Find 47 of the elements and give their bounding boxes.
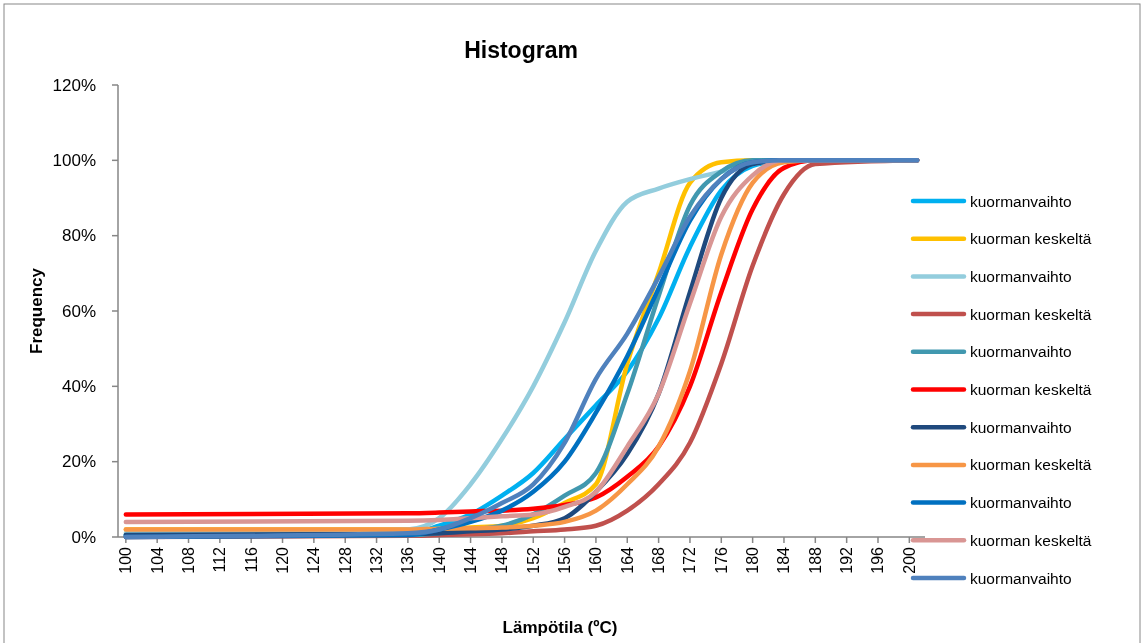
legend-label: kuormanvaihto <box>970 418 1072 436</box>
x-tick-label: 136 <box>399 546 417 574</box>
legend-label: kuormanvaihto <box>970 569 1072 587</box>
x-tick-label: 160 <box>587 546 605 574</box>
x-tick-label: 140 <box>430 546 448 574</box>
x-tick-label: 156 <box>556 546 574 574</box>
legend-label: kuorman keskeltä <box>970 531 1092 549</box>
x-tick-label: 184 <box>775 546 793 574</box>
x-tick-label: 124 <box>305 546 323 574</box>
legend-label: kuormanvaihto <box>970 343 1072 361</box>
x-tick-label: 192 <box>838 546 856 574</box>
x-tick-label: 100 <box>117 546 135 574</box>
x-tick-label: 172 <box>681 546 699 574</box>
x-axis-title: Lämpötila (ºC) <box>502 618 618 637</box>
x-tick-label: 108 <box>180 546 198 574</box>
y-tick-label: 0% <box>71 527 96 547</box>
x-tick-label: 200 <box>900 546 918 574</box>
x-tick-label: 180 <box>744 546 762 574</box>
y-tick-label: 20% <box>61 452 96 472</box>
legend-label: kuorman keskeltä <box>970 381 1092 398</box>
legend-label: kuorman keskeltä <box>970 305 1092 323</box>
x-tick-label: 132 <box>368 546 386 574</box>
y-tick-label: 120% <box>52 75 96 95</box>
y-tick-label: 80% <box>61 226 96 246</box>
legend-label: kuormanvaihto <box>970 267 1072 285</box>
legend-label: kuorman keskeltä <box>970 230 1092 248</box>
x-tick-label: 116 <box>242 546 260 573</box>
x-tick-label: 128 <box>336 546 354 574</box>
legend-label: kuormanvaihto <box>970 494 1072 512</box>
x-tick-label: 196 <box>869 546 887 574</box>
y-tick-label: 100% <box>52 150 96 170</box>
x-tick-label: 176 <box>712 546 730 574</box>
x-tick-label: 164 <box>618 546 636 574</box>
x-tick-label: 112 <box>211 546 229 573</box>
x-tick-label: 168 <box>650 546 668 574</box>
x-tick-label: 152 <box>524 546 542 574</box>
chart-title: Histogram <box>464 37 578 63</box>
x-tick-label: 188 <box>806 546 824 574</box>
x-tick-label: 148 <box>493 546 511 574</box>
y-tick-label: 40% <box>61 376 96 396</box>
x-tick-label: 120 <box>274 546 292 574</box>
x-tick-label: 104 <box>148 546 166 574</box>
legend-label: kuormanvaihto <box>970 192 1072 210</box>
y-tick-label: 60% <box>61 301 96 321</box>
y-axis-title: Frequency <box>27 267 46 354</box>
x-tick-label: 144 <box>462 546 480 574</box>
legend-label: kuorman keskeltä <box>970 456 1092 474</box>
